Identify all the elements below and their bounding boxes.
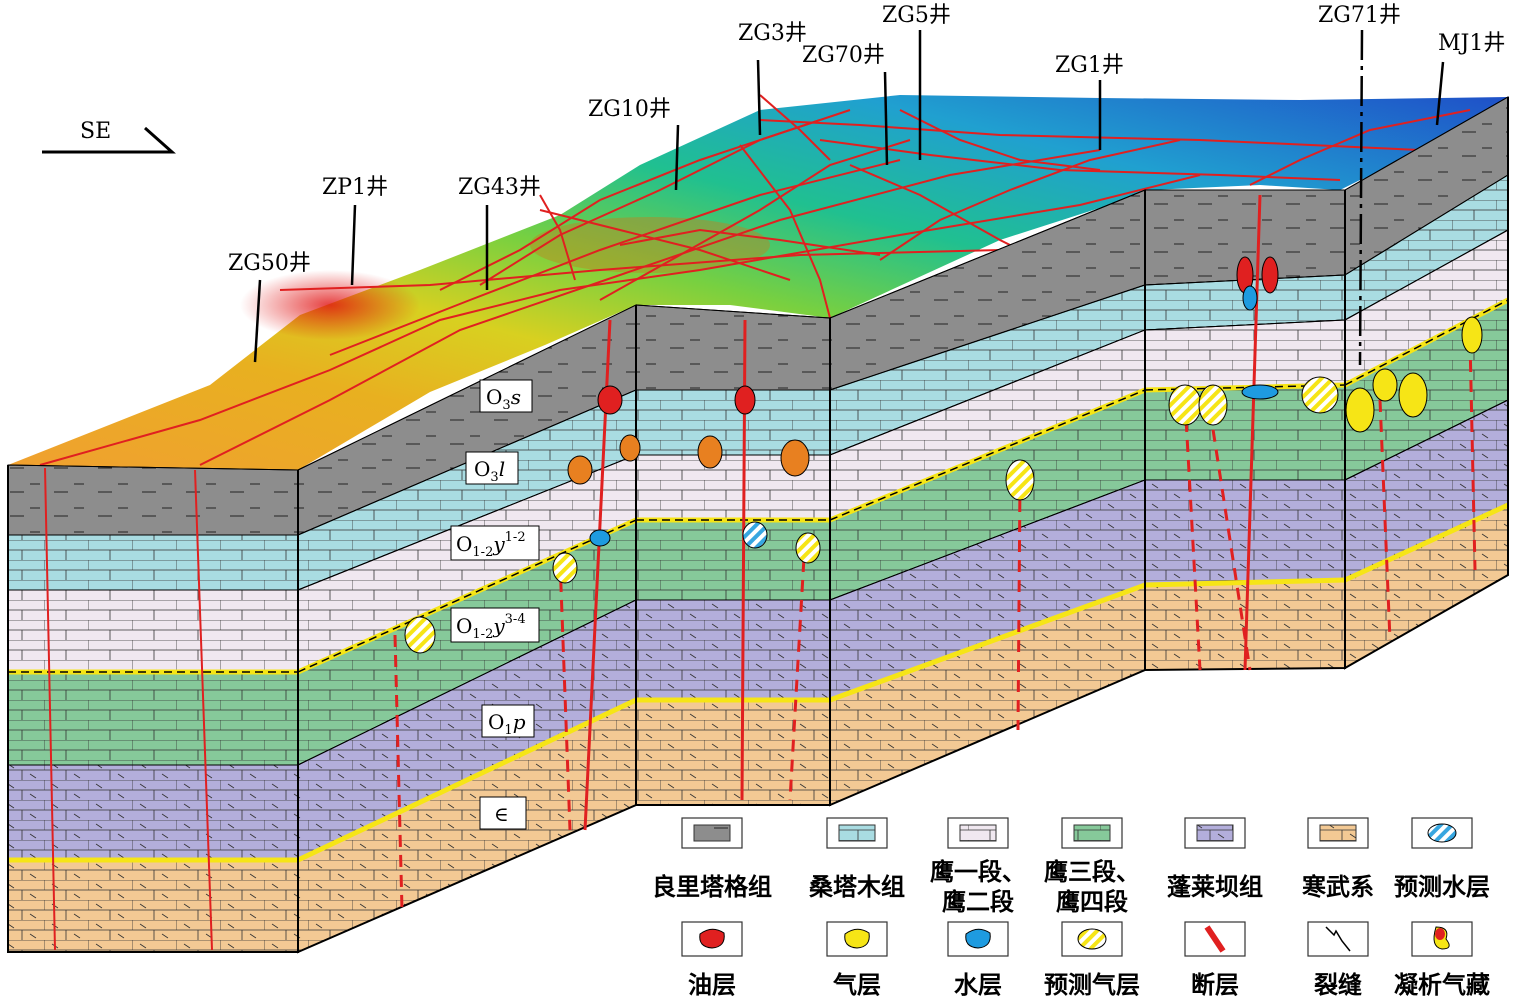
legend-label: 预测气层 — [1044, 971, 1140, 998]
fault-icon — [1204, 925, 1226, 953]
direction-arrow-icon — [42, 126, 176, 154]
well-markers — [253, 29, 1445, 366]
legend-label: 鹰三段、 — [1044, 858, 1140, 886]
legend-label: 寒武系 — [1302, 873, 1374, 901]
stratum-o1p: O1p — [481, 704, 535, 738]
legend-item-ying34: 鹰三段、鹰四段 — [1044, 817, 1140, 916]
legend-label: 预测水层 — [1394, 873, 1490, 901]
legend-label: 桑塔木组 — [809, 873, 905, 901]
gas-bodies — [1345, 316, 1483, 433]
side-block-1 — [296, 304, 638, 954]
legend-box — [1061, 921, 1123, 957]
direction-label: SE — [80, 119, 111, 144]
legend-label: 鹰一段、 — [930, 858, 1026, 886]
direction-indicator: SE — [42, 119, 176, 154]
oil-bodies — [567, 256, 1279, 485]
well-label-zg1: ZG1井 — [1055, 53, 1124, 78]
legend-item-fault: 断层 — [1184, 921, 1246, 998]
legend-label: 鹰二段 — [942, 888, 1014, 916]
svg-text:O1-2y3-4: O1-2y3-4 — [456, 612, 526, 642]
well-label-zg10: ZG10井 — [588, 97, 671, 122]
fracture-icon — [1325, 926, 1351, 952]
legend-item-pred-water: 预测水层 — [1394, 817, 1490, 901]
well-label-zp1: ZP1井 — [322, 175, 388, 200]
legend-item-water: 水层 — [947, 921, 1009, 998]
top-surface — [8, 95, 1508, 470]
svg-text:O1p: O1p — [488, 710, 526, 738]
legend-label: 气层 — [832, 971, 881, 998]
predicted-gas-bodies — [404, 376, 1339, 654]
left-block — [7, 464, 299, 953]
legend-box — [681, 921, 743, 957]
side-block-5 — [1343, 96, 1510, 670]
legend-label: 断层 — [1191, 971, 1239, 998]
water-bodies — [589, 285, 1279, 549]
water-icon — [965, 928, 991, 949]
legend-label: 油层 — [688, 971, 736, 998]
surface-faults — [39, 94, 1471, 466]
side-block-3 — [829, 189, 1146, 807]
legend-item-pred-gas: 预测气层 — [1044, 921, 1140, 998]
well-labels: ZG50井 ZP1井 ZG43井 ZG10井 ZG3井 ZG70井 ZG5井 Z… — [228, 3, 1505, 276]
well-label-zg43: ZG43井 — [458, 175, 541, 200]
svg-text:O3s: O3s — [486, 385, 521, 413]
stratum-o12y12: O1-2y1-2 — [450, 525, 540, 561]
legend-label: 蓬莱坝组 — [1167, 873, 1263, 901]
legend-label: 裂缝 — [1314, 971, 1362, 998]
strata-labels: O3s O3l O1-2y1-2 O1-2y3-4 O1p ∈ — [450, 379, 540, 830]
gas-icon — [844, 928, 870, 949]
stratum-o12y34: O1-2y3-4 — [450, 607, 540, 643]
legend-item-penglaiba: 蓬莱坝组 — [1167, 817, 1263, 901]
legend-box — [1061, 817, 1123, 849]
legend-item-oil: 油层 — [681, 921, 743, 998]
legend-label: 良里塔格组 — [652, 873, 772, 901]
svg-text:O3l: O3l — [474, 457, 505, 485]
legend-box — [1184, 921, 1246, 957]
well-label-zg71: ZG71井 — [1318, 3, 1401, 28]
front-block-2 — [635, 304, 831, 806]
well-label-mj1: MJ1井 — [1438, 31, 1505, 56]
predicted-gas-icon — [1077, 928, 1107, 950]
legend-item-condensate: 凝析气藏 — [1394, 921, 1490, 998]
reservoir-markers — [404, 256, 1483, 654]
svg-text:∈: ∈ — [494, 802, 509, 826]
legend-label: 凝析气藏 — [1394, 971, 1490, 998]
svg-text:O1-2y1-2: O1-2y1-2 — [456, 530, 526, 560]
stratum-o3s: O3s — [479, 379, 533, 413]
legend-item-hanwu: 寒武系 — [1302, 817, 1374, 901]
well-label-zg50: ZG50井 — [228, 251, 311, 276]
predicted-water-icon — [1427, 823, 1457, 843]
well-label-zg5: ZG5井 — [882, 3, 951, 28]
legend-item-ying12: 鹰一段、鹰二段 — [930, 817, 1026, 916]
oil-icon — [699, 928, 725, 949]
legend-item-lianglitage: 良里塔格组 — [652, 817, 772, 901]
stratum-o3l: O3l — [465, 451, 519, 485]
legend-label: 水层 — [954, 971, 1002, 998]
legend-label: 鹰四段 — [1056, 888, 1128, 916]
legend-item-fracture: 裂缝 — [1307, 921, 1369, 998]
well-label-zg3: ZG3井 — [738, 21, 807, 46]
legend-box — [1307, 921, 1369, 957]
legend-item-gas: 气层 — [826, 921, 888, 998]
stratum-cambrian: ∈ — [479, 796, 527, 830]
well-label-zg70: ZG70井 — [802, 43, 885, 68]
legend-item-sangtamu: 桑塔木组 — [809, 817, 905, 901]
